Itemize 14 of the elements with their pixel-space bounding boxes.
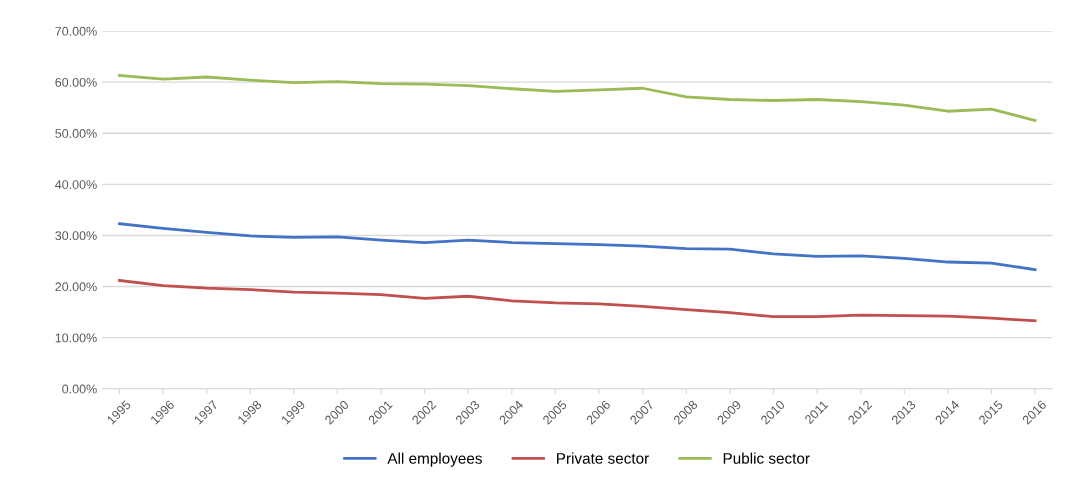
- y-tick-label: 40.00%: [55, 180, 97, 189]
- y-tick-label: 20.00%: [55, 282, 97, 292]
- line-series: [118, 222, 1037, 272]
- line-series: [118, 74, 1037, 122]
- y-tick-label: 70.00%: [55, 26, 97, 36]
- y-tick-label: 30.00%: [55, 231, 97, 241]
- y-tick-label: 10.00%: [55, 333, 97, 343]
- legend-label: Private sector: [557, 452, 649, 464]
- y-tick-label: 60.00%: [55, 77, 97, 87]
- legend-label: All employees: [387, 452, 482, 467]
- y-tick-label: 50.00%: [55, 129, 97, 138]
- legend-label: Public sector: [723, 452, 810, 464]
- line-series: [118, 279, 1037, 323]
- y-tick-label: 0.00%: [62, 384, 97, 394]
